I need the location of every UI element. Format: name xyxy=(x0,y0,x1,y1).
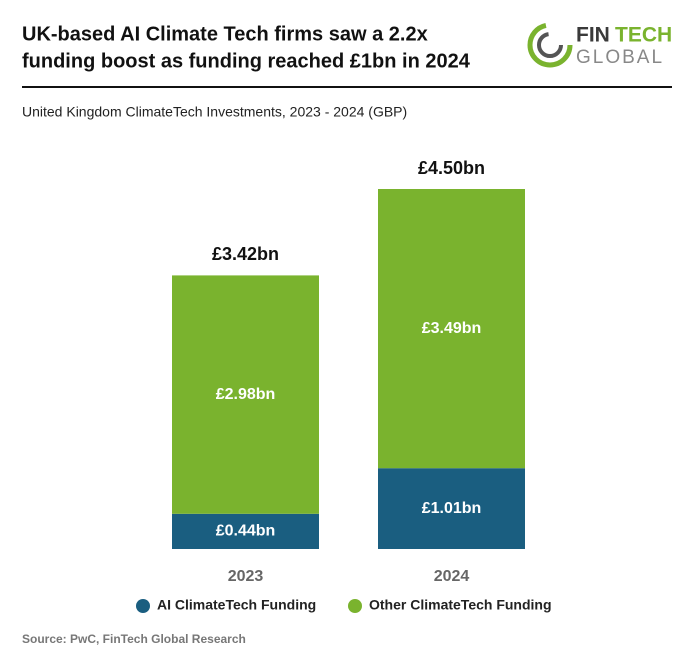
subtitle: United Kingdom ClimateTech Investments, … xyxy=(22,104,407,120)
chart-title: funding boost as funding reached £1bn in… xyxy=(22,50,471,72)
value-label: £2.98bn xyxy=(216,386,276,403)
total-label: £3.42bn xyxy=(212,244,279,264)
x-tick-label: 2024 xyxy=(434,568,470,585)
logo-text: FIN xyxy=(576,24,610,47)
value-label: £3.49bn xyxy=(422,320,482,337)
chart-title: UK-based AI Climate Tech firms saw a 2.2… xyxy=(22,23,428,45)
value-label: £0.44bn xyxy=(216,523,276,540)
logo-text: TECH xyxy=(615,24,672,47)
legend-swatch xyxy=(348,599,362,613)
bar-segment xyxy=(172,275,319,514)
legend-label: Other ClimateTech Funding xyxy=(369,597,552,613)
total-label: £4.50bn xyxy=(418,158,485,178)
bar-segment xyxy=(172,513,319,549)
source: Source: PwC, FinTech Global Research xyxy=(22,632,246,646)
x-tick-label: 2023 xyxy=(228,568,264,585)
logo: FIN TECH GLOBAL xyxy=(527,22,672,68)
bar-segment xyxy=(378,468,525,549)
legend-label: AI ClimateTech Funding xyxy=(157,597,316,613)
logo-ring xyxy=(537,32,563,58)
legend-swatch xyxy=(136,599,150,613)
logo-ring xyxy=(527,22,573,68)
value-label: £1.01bn xyxy=(422,500,482,517)
logo-text: GLOBAL xyxy=(576,47,664,68)
bar-segment xyxy=(378,189,525,469)
